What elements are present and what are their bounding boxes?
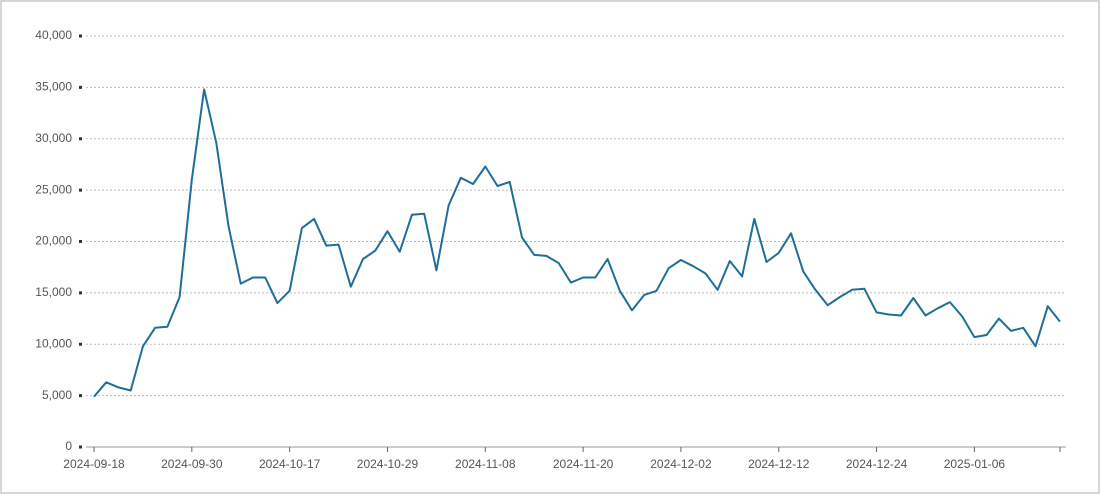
y-tick-mark (79, 85, 82, 89)
y-tick-mark (79, 34, 82, 38)
x-tick-label: 2024-09-30 (161, 457, 223, 471)
x-tick-label: 2024-12-02 (650, 457, 712, 471)
y-tick-label: 0 (65, 439, 72, 453)
y-tick-label: 30,000 (35, 131, 72, 145)
y-tick-mark (79, 394, 82, 398)
y-tick-mark (79, 291, 82, 295)
y-tick-label: 40,000 (35, 28, 72, 42)
y-tick-mark (79, 445, 82, 449)
y-tick-mark (79, 188, 82, 192)
y-tick-mark (79, 240, 82, 243)
x-tick-label: 2024-10-17 (259, 457, 321, 471)
x-tick-label: 2025-01-06 (944, 457, 1006, 471)
x-tick-label: 2024-11-20 (553, 457, 614, 471)
y-tick-label: 25,000 (35, 182, 72, 196)
y-tick-label: 10,000 (35, 336, 72, 350)
y-tick-mark (79, 342, 82, 346)
x-tick-label: 2024-12-12 (748, 457, 810, 471)
y-tick-label: 15,000 (35, 285, 72, 299)
line-series (93, 88, 1061, 398)
x-tick-label: 2024-10-29 (357, 457, 419, 471)
y-tick-label: 20,000 (35, 234, 72, 248)
x-tick-label: 2024-09-18 (63, 457, 125, 471)
x-tick-label: 2024-11-08 (455, 457, 516, 471)
y-tick-label: 35,000 (35, 80, 72, 94)
y-tick-label: 5,000 (42, 388, 72, 402)
x-tick-label: 2024-12-24 (846, 457, 908, 471)
y-tick-mark (79, 137, 82, 141)
